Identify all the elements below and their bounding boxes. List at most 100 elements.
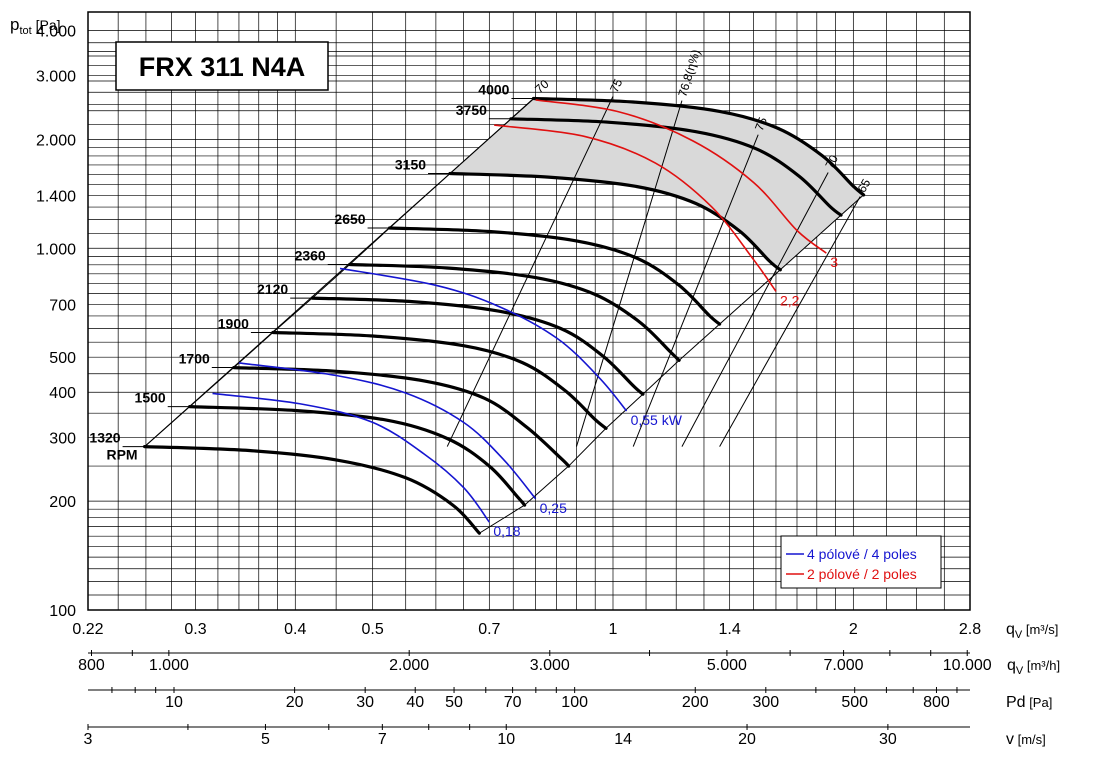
x-tick-label: 3: [84, 731, 93, 748]
axes: 4.0003.0002.0001.4001.000700500400300200…: [10, 11, 1060, 748]
start-boundary-line: [144, 98, 534, 447]
rpm-unit-label: RPM: [106, 447, 137, 463]
x-tick-label: 5.000: [707, 657, 747, 674]
x-tick-label: 10: [165, 694, 183, 711]
x-tick-label: 50: [445, 694, 463, 711]
y-tick-label: 2.000: [36, 132, 76, 149]
x-tick-label: 100: [561, 694, 588, 711]
y-axis-label-unit: [Pa]: [32, 17, 61, 33]
x-axis-unit: v [m/s]: [1006, 731, 1046, 748]
x-tick-label: 3.000: [530, 657, 570, 674]
y-axis-label-sub: tot: [19, 25, 31, 37]
x-tick-label: 10.000: [943, 657, 992, 674]
rpm-label: 2360: [295, 247, 326, 263]
power-line: [339, 267, 628, 412]
chart-title: FRX 311 N4A: [139, 52, 306, 82]
power-line: [238, 362, 537, 500]
x-axis-unit: qV [m³/h]: [1007, 657, 1060, 677]
power-label: 2,2: [780, 292, 800, 308]
fan-curve-4000-rpm: [531, 96, 866, 197]
plot-frame: [87, 11, 971, 611]
x-tick-label: 20: [286, 694, 304, 711]
grid: [87, 11, 971, 611]
x-tick-label: 0.22: [72, 621, 103, 638]
x-axis-pd: 10 20 30 40 50 70 100 200 300 500 800 Pd [Pa]: [88, 687, 1052, 711]
x-tick-label: 5: [261, 731, 270, 748]
fan-curve-2120-rpm: [310, 296, 645, 396]
rpm-label: 2650: [334, 211, 365, 227]
fan-curve-1900-rpm: [271, 330, 608, 430]
efficiency-line: [681, 172, 829, 447]
y-tick-label: 400: [49, 385, 76, 402]
x-tick-label: 800: [923, 694, 950, 711]
x-tick-label: 800: [78, 657, 105, 674]
rpm-label: 1700: [179, 351, 210, 367]
x-tick-label: 10: [497, 731, 515, 748]
power-lines: 0,18 0,25 0,55 kW 2,2 3: [212, 99, 838, 539]
x-tick-label: 14: [614, 731, 632, 748]
x-axis-qv_s: 0.22 0.3 0.4 0.5 0.7 1 1.4 2 2.8 qV [m³/s]: [72, 621, 1058, 641]
power-label: 0,55 kW: [631, 412, 683, 428]
x-axis-unit: Pd [Pa]: [1006, 694, 1052, 711]
x-axis-qv_h: 800 1.000 2.000 3.000 5.000 7.000 10.000 qV [m³…: [78, 650, 1060, 677]
rpm-label: 4000: [478, 81, 509, 97]
plot-background: [88, 12, 970, 610]
x-tick-label: 20: [738, 731, 756, 748]
x-tick-label: 2: [849, 621, 858, 638]
x-tick-label: 7.000: [824, 657, 864, 674]
x-axis-unit-sub: V: [1016, 665, 1024, 677]
title-box: FRX 311 N4A: [115, 41, 329, 91]
x-tick-label: 1: [609, 621, 618, 638]
efficiency-line: [632, 134, 759, 447]
x-tick-label: 0.7: [478, 621, 500, 638]
efficiency-line: [719, 196, 861, 447]
x-axis-unit: qV [m³/s]: [1006, 621, 1058, 641]
y-tick-label: 1.000: [36, 241, 76, 258]
legend: 4 pólové / 4 poles 2 pólové / 2 poles: [780, 535, 942, 589]
x-tick-label: 500: [841, 694, 868, 711]
fan-curve-2360-rpm: [348, 262, 681, 362]
legend-4-poles: 4 pólové / 4 poles: [807, 546, 917, 562]
x-tick-label: 1.4: [719, 621, 741, 638]
x-axis-unit-label: [m³/s]: [1022, 622, 1058, 637]
x-tick-label: 300: [752, 694, 779, 711]
x-tick-label: 0.5: [362, 621, 384, 638]
y-tick-label: 100: [49, 603, 76, 620]
x-tick-label: 7: [378, 731, 387, 748]
fan-curves: [143, 96, 866, 535]
rpm-label: 3150: [395, 156, 426, 172]
fan-curve-1500-rpm: [188, 405, 527, 507]
y-tick-label: 1.400: [36, 188, 76, 205]
x-tick-label: 40: [406, 694, 424, 711]
y-tick-label: 500: [49, 350, 76, 367]
efficiency-line: [446, 96, 614, 447]
efficiency-label: 75: [607, 76, 626, 94]
x-tick-label: 200: [682, 694, 709, 711]
fan-curve-1320-rpm: [143, 445, 481, 535]
fan-curve-1700-rpm: [232, 366, 571, 468]
x-axis-unit-label: [m/s]: [1014, 732, 1046, 747]
x-tick-label: 2.8: [959, 621, 981, 638]
rpm-label: 2120: [257, 281, 288, 297]
y-tick-label: 700: [49, 297, 76, 314]
x-axis-v: 3 5 7 10 14 20 30 v [m/s]: [84, 724, 1046, 748]
rpm-label: 3750: [456, 102, 487, 118]
efficiency-label: 70: [822, 152, 841, 171]
power-label: 3: [830, 254, 838, 270]
efficiency-line: [575, 100, 683, 447]
x-tick-label: 0.4: [284, 621, 306, 638]
y-tick-label: 200: [49, 494, 76, 511]
x-axis-unit-label: [Pa]: [1026, 695, 1053, 710]
rpm-label: 1320: [89, 430, 120, 446]
x-tick-label: 30: [879, 731, 897, 748]
x-tick-label: 30: [356, 694, 374, 711]
x-tick-label: 70: [504, 694, 522, 711]
rpm-label: 1900: [218, 316, 249, 332]
x-tick-label: 1.000: [149, 657, 189, 674]
power-label: 0,18: [493, 523, 520, 539]
fan-curve-3750-rpm: [509, 117, 843, 217]
fan-curve-2650-rpm: [388, 226, 722, 326]
legend-2-poles: 2 pólové / 2 poles: [807, 566, 917, 582]
